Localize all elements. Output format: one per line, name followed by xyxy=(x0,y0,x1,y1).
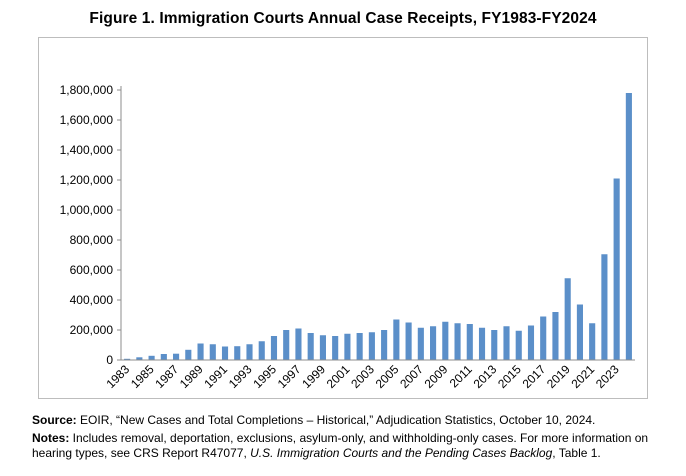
bar-1983 xyxy=(124,358,131,360)
bar-2017 xyxy=(540,316,547,360)
bar-1988 xyxy=(185,349,192,360)
bar-2008 xyxy=(430,326,437,360)
y-tick-label: 1,800,000 xyxy=(60,83,114,97)
bar-2012 xyxy=(478,327,486,360)
bar-2016 xyxy=(527,325,535,360)
x-tick-label: 2019 xyxy=(544,362,573,391)
source-label: Source: xyxy=(32,413,77,427)
y-tick-label: 1,400,000 xyxy=(60,143,114,157)
notes-note: Notes: Includes removal, deportation, ex… xyxy=(32,431,672,462)
y-tick-label: 400,000 xyxy=(70,293,114,307)
bar-chart: 0 200,000 400,000 600,000 800,000 1,000,000 1,… xyxy=(60,83,635,391)
bar-1996 xyxy=(283,330,290,360)
bar-1986 xyxy=(160,354,167,360)
x-tick-label: 1989 xyxy=(177,362,206,391)
y-tick-label: 1,600,000 xyxy=(60,113,114,127)
y-tick-label: 600,000 xyxy=(70,263,114,277)
bar-2018 xyxy=(552,312,559,360)
bar-2021 xyxy=(589,323,596,360)
source-note: Source: EOIR, “New Cases and Total Compl… xyxy=(32,413,672,429)
x-tick-label: 2013 xyxy=(471,362,500,391)
bar-2011 xyxy=(466,324,473,360)
y-tick-label: 1,000,000 xyxy=(60,203,114,217)
bar-2006 xyxy=(405,322,412,360)
bar-2020 xyxy=(576,304,583,360)
x-tick-label: 1995 xyxy=(250,362,279,391)
bar-2002 xyxy=(356,333,363,360)
bar-2000 xyxy=(332,336,339,360)
x-tick-label: 1985 xyxy=(128,362,157,391)
bar-2014 xyxy=(503,326,510,360)
report-title: U.S. Immigration Courts and the Pending … xyxy=(250,446,553,460)
x-tick-label: 1999 xyxy=(299,362,328,391)
bar-1993 xyxy=(246,344,253,360)
bar-1989 xyxy=(197,343,204,360)
bar-2019 xyxy=(564,278,571,360)
bar-2010 xyxy=(454,323,461,360)
bar-1994 xyxy=(258,341,265,360)
bar-2004 xyxy=(381,330,388,360)
x-tick-label: 2023 xyxy=(593,362,622,391)
notes-end: , Table 1. xyxy=(552,446,601,460)
bar-1997 xyxy=(295,328,302,360)
bar-1984 xyxy=(136,357,143,360)
y-tick-label: 200,000 xyxy=(70,323,114,337)
chart-title: Figure 1. Immigration Courts Annual Case… xyxy=(89,10,597,27)
x-tick-label: 1997 xyxy=(275,362,304,391)
bar-2013 xyxy=(491,330,498,360)
x-tick-label: 2015 xyxy=(495,362,524,391)
bar-2015 xyxy=(515,330,522,360)
bar-2005 xyxy=(393,319,400,360)
x-tick-label: 1993 xyxy=(226,362,255,391)
x-tick-label: 2005 xyxy=(373,362,402,391)
bar-2024 xyxy=(625,93,632,360)
bar-1990 xyxy=(209,344,216,360)
x-tick-label: 2001 xyxy=(324,362,353,391)
x-tick-label: 1991 xyxy=(201,362,230,391)
x-tick-label: 2007 xyxy=(397,362,426,391)
bar-2007 xyxy=(417,327,424,360)
bar-2001 xyxy=(344,333,351,360)
bar-1992 xyxy=(234,346,241,360)
source-text: EOIR, “New Cases and Total Completions –… xyxy=(76,413,596,427)
x-tick-label: 2009 xyxy=(422,362,451,391)
x-tick-label: 2017 xyxy=(520,362,549,391)
bar-2009 xyxy=(442,321,449,360)
bar-1999 xyxy=(319,335,326,360)
x-tick-label: 2011 xyxy=(447,362,475,390)
bar-1987 xyxy=(173,353,180,360)
notes-label: Notes: xyxy=(32,430,70,445)
y-tick-label: 800,000 xyxy=(70,233,114,247)
bar-2022 xyxy=(601,254,608,360)
bar-2003 xyxy=(368,332,375,360)
x-tick-label: 2003 xyxy=(348,362,377,391)
bar-1995 xyxy=(270,336,278,360)
x-tick-label: 2021 xyxy=(569,362,598,391)
bar-1985 xyxy=(148,355,155,360)
chart-frame: 0 200,000 400,000 600,000 800,000 1,000,000 1,… xyxy=(38,37,648,399)
x-tick-label: 1987 xyxy=(152,362,181,391)
notes-text: Includes removal, deportation, exclusion… xyxy=(32,430,649,461)
bar-2023 xyxy=(613,178,620,360)
bar-1991 xyxy=(221,346,229,360)
y-tick-label: 1,200,000 xyxy=(60,173,114,187)
footnotes: Source: EOIR, “New Cases and Total Compl… xyxy=(32,413,672,464)
bar-1998 xyxy=(307,333,314,360)
y-tick-label: 0 xyxy=(106,353,113,367)
